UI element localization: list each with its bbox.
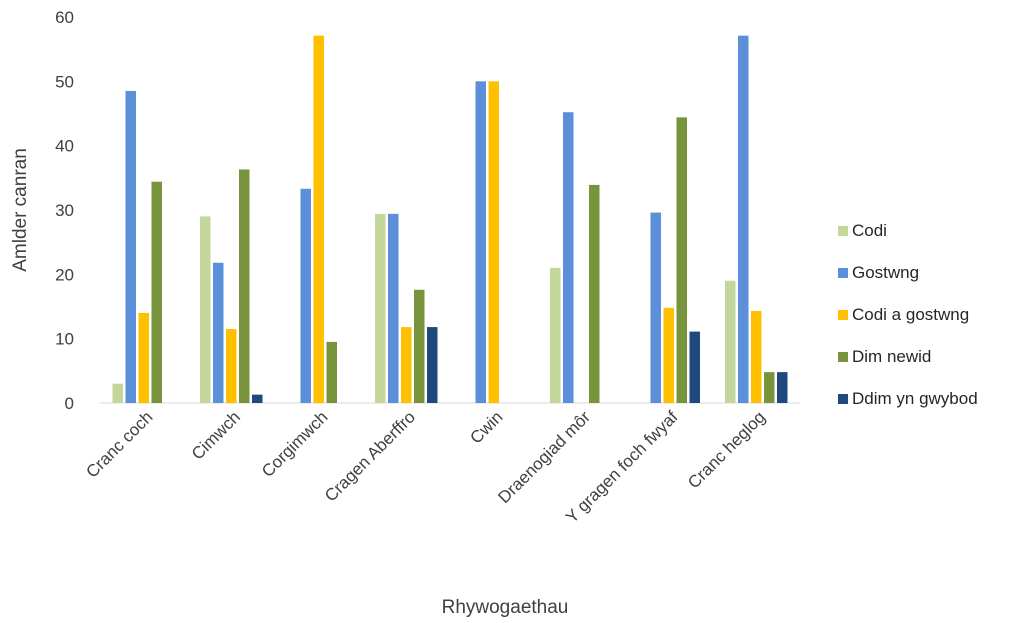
x-tick-label: Cragen Aberffro — [321, 407, 419, 505]
bar — [650, 212, 661, 403]
bar — [589, 184, 600, 403]
legend: Codi Gostwng Codi a gostwng Dim newid Ddim y… — [838, 221, 978, 408]
bar — [388, 213, 399, 403]
bar — [375, 213, 386, 403]
x-tick-label: Corgimwch — [258, 407, 332, 481]
bar — [563, 112, 574, 404]
bar — [313, 35, 324, 403]
legend-label: Dim newid — [852, 347, 931, 366]
bar — [676, 117, 687, 404]
y-tick-label: 20 — [55, 265, 74, 284]
y-axis-ticks: 0 10 20 30 40 50 60 — [55, 8, 74, 413]
x-axis-title: Rhywogaethau — [442, 597, 569, 618]
bar — [488, 81, 499, 403]
x-tick-label: Draenogiad môr — [494, 407, 594, 507]
bar — [738, 35, 749, 403]
bar — [663, 307, 674, 403]
bar — [777, 372, 788, 403]
bar — [151, 181, 162, 403]
bar — [427, 327, 438, 403]
bar — [764, 372, 775, 403]
bar — [138, 312, 149, 403]
bar — [475, 81, 486, 403]
legend-swatch — [838, 310, 848, 320]
y-tick-label: 60 — [55, 8, 74, 27]
bar — [414, 289, 425, 403]
x-tick-label: Cwin — [466, 407, 506, 447]
legend-label: Codi — [852, 221, 887, 240]
bar — [200, 216, 211, 403]
bar — [112, 383, 123, 403]
y-tick-label: 40 — [55, 137, 74, 156]
y-tick-label: 30 — [55, 201, 74, 220]
y-axis-title: Amlder canran — [10, 148, 31, 272]
legend-label: Codi a gostwng — [852, 305, 969, 324]
legend-swatch — [838, 352, 848, 362]
bar — [689, 331, 700, 403]
legend-label: Ddim yn gwybod — [852, 389, 978, 408]
bars-group — [112, 35, 788, 404]
bar — [401, 327, 412, 403]
legend-swatch — [838, 226, 848, 236]
y-tick-label: 50 — [55, 72, 74, 91]
bar — [125, 90, 136, 403]
y-tick-label: 0 — [65, 394, 74, 413]
bar — [550, 267, 561, 403]
bar — [725, 280, 736, 403]
bar — [239, 169, 250, 403]
bar — [326, 341, 337, 403]
legend-swatch — [838, 268, 848, 278]
legend-label: Gostwng — [852, 263, 919, 282]
bar — [252, 394, 263, 403]
x-tick-label: Cranc heglog — [684, 407, 769, 492]
x-tick-label: Cranc coch — [82, 407, 156, 481]
x-tick-label: Cimwch — [188, 407, 244, 463]
y-tick-label: 10 — [55, 330, 74, 349]
bar — [226, 329, 237, 403]
legend-swatch — [838, 394, 848, 404]
bar — [213, 262, 224, 403]
bar — [751, 311, 762, 403]
bar — [300, 188, 311, 403]
